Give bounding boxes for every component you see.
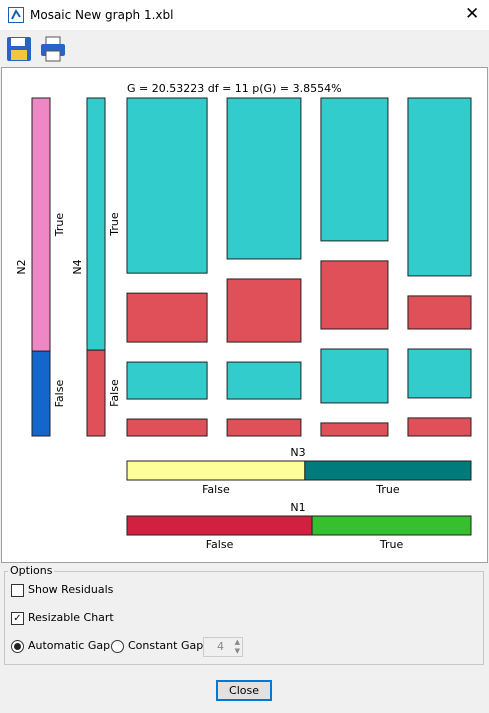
radio-label: Constant Gap (128, 639, 204, 652)
mosaic-tile (226, 97, 302, 260)
checkbox-label: Show Residuals (28, 583, 114, 596)
window-title: Mosaic New graph 1.xbl (30, 8, 174, 22)
margin-label: True (379, 538, 404, 551)
mosaic-tile (407, 97, 472, 277)
show-residuals[interactable]: Show Residuals (11, 583, 113, 597)
mosaic-tile (126, 361, 208, 400)
statistic: G = 20.53223 df = 11 p(G) = 3.8554% (127, 82, 342, 95)
close-button[interactable]: Close (216, 680, 272, 701)
margin-bar (304, 460, 472, 481)
mosaic-tile (320, 348, 389, 404)
checkbox[interactable] (11, 583, 24, 597)
checkbox[interactable]: ✓ (11, 611, 24, 625)
constant-gap[interactable]: Constant Gap (111, 639, 203, 653)
mosaic-chart: G = 20.53223 df = 11 p(G) = 3.8554% True… (15, 82, 472, 551)
margin-bar (31, 97, 51, 352)
gap-spinner[interactable]: 4 ▲ ▼ (203, 637, 243, 657)
print-icon[interactable] (40, 36, 66, 62)
mosaic-tile (320, 97, 389, 242)
mosaic-tile (320, 260, 389, 330)
mosaic-tile (126, 97, 208, 274)
variable-name: N2 (15, 259, 28, 274)
margin-bar (86, 97, 106, 351)
variable-name: N1 (290, 501, 305, 514)
mosaic-tile (126, 418, 208, 437)
margin-label: False (53, 380, 66, 408)
margin-label: True (375, 483, 400, 496)
resizable-chart[interactable]: ✓ Resizable Chart (11, 611, 114, 625)
spinner-value: 4 (217, 640, 224, 653)
margin-bar (126, 515, 313, 536)
margin-label: False (202, 483, 230, 496)
margin-bar (311, 515, 472, 536)
margin-bar (31, 350, 51, 437)
mosaic-tile (126, 292, 208, 343)
margin-label: True (108, 212, 121, 237)
variable-name: N4 (71, 259, 84, 274)
mosaic-tile (226, 361, 302, 400)
mosaic-tile (407, 295, 472, 330)
save-icon[interactable] (6, 36, 32, 62)
options-title: Options (8, 564, 55, 577)
variable-name: N3 (290, 446, 305, 459)
title-bar: Mosaic New graph 1.xbl ✕ (0, 0, 489, 30)
margin-label: False (206, 538, 234, 551)
checkbox-label: Resizable Chart (28, 611, 114, 624)
automatic-gap[interactable]: Automatic Gap (11, 639, 110, 653)
radio[interactable] (111, 639, 124, 653)
options-group (4, 571, 484, 665)
mosaic-tile (407, 417, 472, 437)
app-icon (8, 7, 24, 23)
margin-bar (126, 460, 306, 481)
mosaic-tile (226, 278, 302, 343)
mosaic-tile (407, 348, 472, 399)
margin-bar (86, 349, 106, 437)
mosaic-tile (320, 422, 389, 437)
margin-label: True (53, 213, 66, 238)
close-x[interactable]: ✕ (465, 4, 480, 24)
radio[interactable] (11, 639, 24, 653)
margin-label: False (108, 379, 121, 407)
radio-label: Automatic Gap (28, 639, 111, 652)
mosaic-tile (226, 418, 302, 437)
